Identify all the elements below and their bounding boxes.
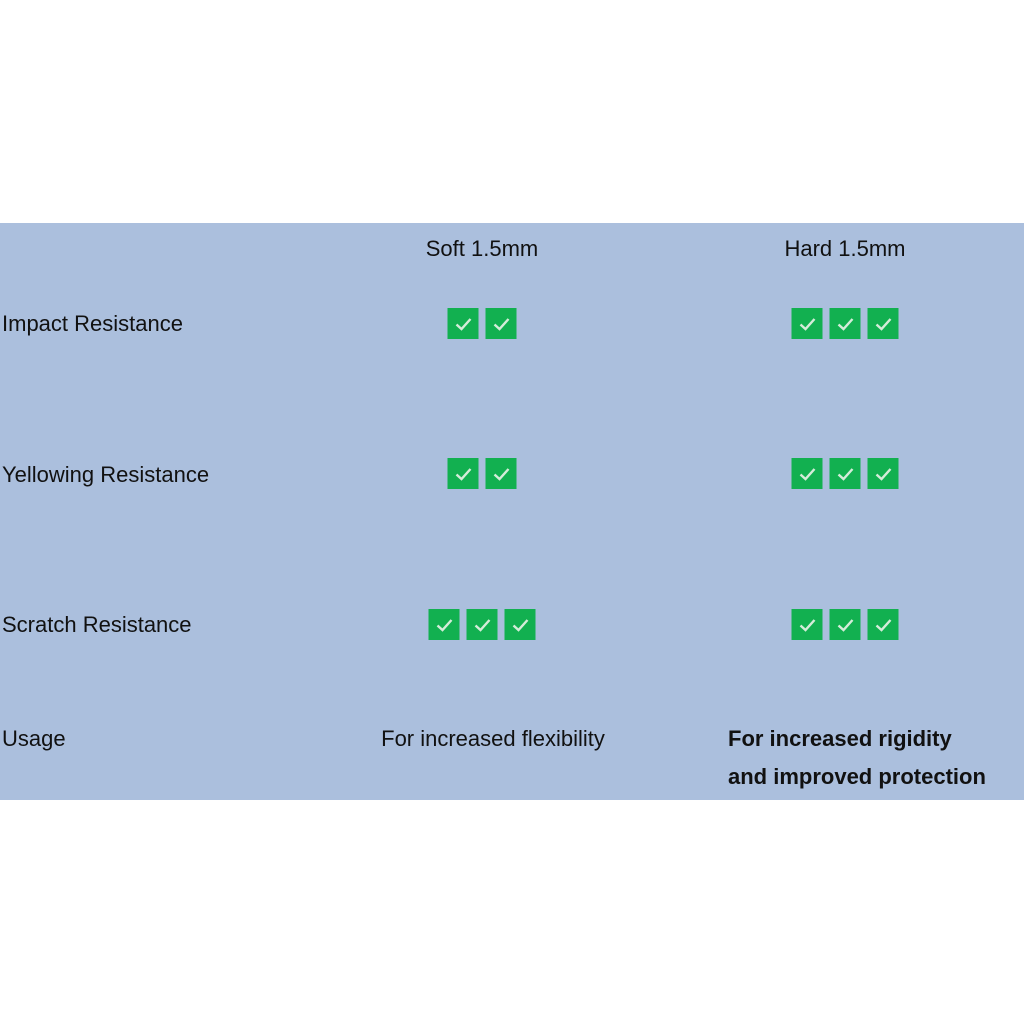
- checkmark-icon: [447, 458, 479, 489]
- checkmark-icon: [829, 609, 861, 640]
- usage-hard-line2: and improved protection: [728, 764, 986, 789]
- checkmark-icon: [504, 609, 536, 640]
- checkmark-icon: [867, 308, 899, 339]
- soft-rating: [428, 609, 536, 640]
- checkmark-icon: [485, 458, 517, 489]
- column-header-hard: Hard 1.5mm: [784, 236, 906, 261]
- checkmark-icon: [428, 609, 460, 640]
- checkmark-icon: [791, 458, 823, 489]
- hard-rating: [791, 308, 899, 339]
- checkmark-icon: [466, 609, 498, 640]
- hard-rating: [791, 458, 899, 489]
- checkmark-icon: [867, 458, 899, 489]
- checkmark-icon: [791, 609, 823, 640]
- usage-hard-line1: For increased rigidity: [728, 726, 952, 751]
- checkmark-icon: [829, 308, 861, 339]
- soft-rating: [447, 458, 517, 489]
- checkmark-icon: [447, 308, 479, 339]
- checkmark-icon: [485, 308, 517, 339]
- checkmark-icon: [791, 308, 823, 339]
- column-header-soft: Soft 1.5mm: [425, 236, 539, 261]
- usage-label: Usage: [2, 726, 66, 751]
- checkmark-icon: [867, 609, 899, 640]
- row-label: Scratch Resistance: [2, 612, 192, 637]
- hard-rating: [791, 609, 899, 640]
- soft-rating: [447, 308, 517, 339]
- usage-soft: For increased flexibility: [381, 726, 605, 751]
- comparison-table: Soft 1.5mm Hard 1.5mm Impact Resistance …: [0, 223, 1024, 800]
- row-label: Impact Resistance: [2, 311, 183, 336]
- checkmark-icon: [829, 458, 861, 489]
- row-label: Yellowing Resistance: [2, 462, 210, 487]
